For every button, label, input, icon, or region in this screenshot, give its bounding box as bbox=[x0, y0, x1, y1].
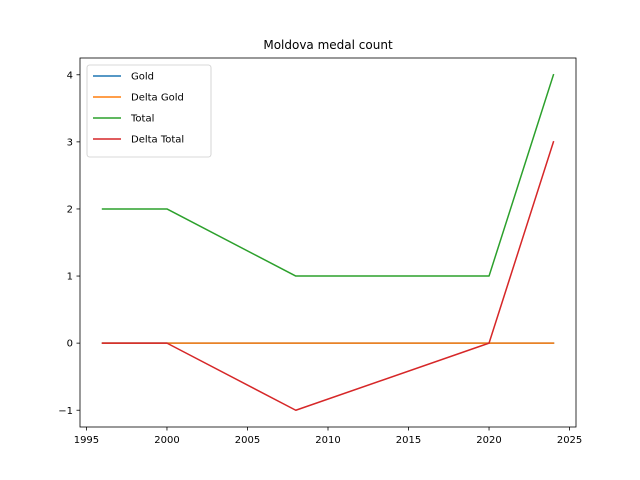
x-tick-label: 2020 bbox=[476, 435, 501, 446]
x-tick-label: 2005 bbox=[235, 435, 260, 446]
y-tick-label: 2 bbox=[67, 205, 73, 216]
legend-label-0: Gold bbox=[131, 72, 154, 83]
series-layer bbox=[101, 73, 555, 411]
x-tick-label: 2025 bbox=[557, 435, 582, 446]
x-tick-label: 2015 bbox=[396, 435, 421, 446]
y-tick-label: −1 bbox=[58, 406, 73, 417]
y-tick-label: 1 bbox=[67, 272, 73, 283]
x-tick-label: 1995 bbox=[74, 435, 99, 446]
series-line-2 bbox=[101, 73, 555, 277]
y-tick-label: 0 bbox=[67, 339, 73, 350]
legend-label-2: Total bbox=[130, 114, 154, 125]
y-tick-label: 4 bbox=[67, 70, 73, 81]
legend: Gold Delta Gold Total Delta Total bbox=[86, 64, 212, 158]
legend-box bbox=[86, 64, 212, 158]
x-tick-label: 2000 bbox=[154, 435, 179, 446]
y-tick-label: 3 bbox=[67, 137, 73, 148]
x-axis: 1995 2000 2005 2010 2015 2020 2025 bbox=[74, 427, 582, 446]
chart-title: Moldova medal count bbox=[263, 38, 393, 52]
x-tick-label: 2010 bbox=[315, 435, 340, 446]
legend-label-1: Delta Gold bbox=[131, 93, 184, 104]
legend-label-3: Delta Total bbox=[131, 135, 184, 146]
y-axis: −1 0 1 2 3 4 bbox=[58, 70, 80, 417]
series-line-3 bbox=[101, 140, 555, 411]
